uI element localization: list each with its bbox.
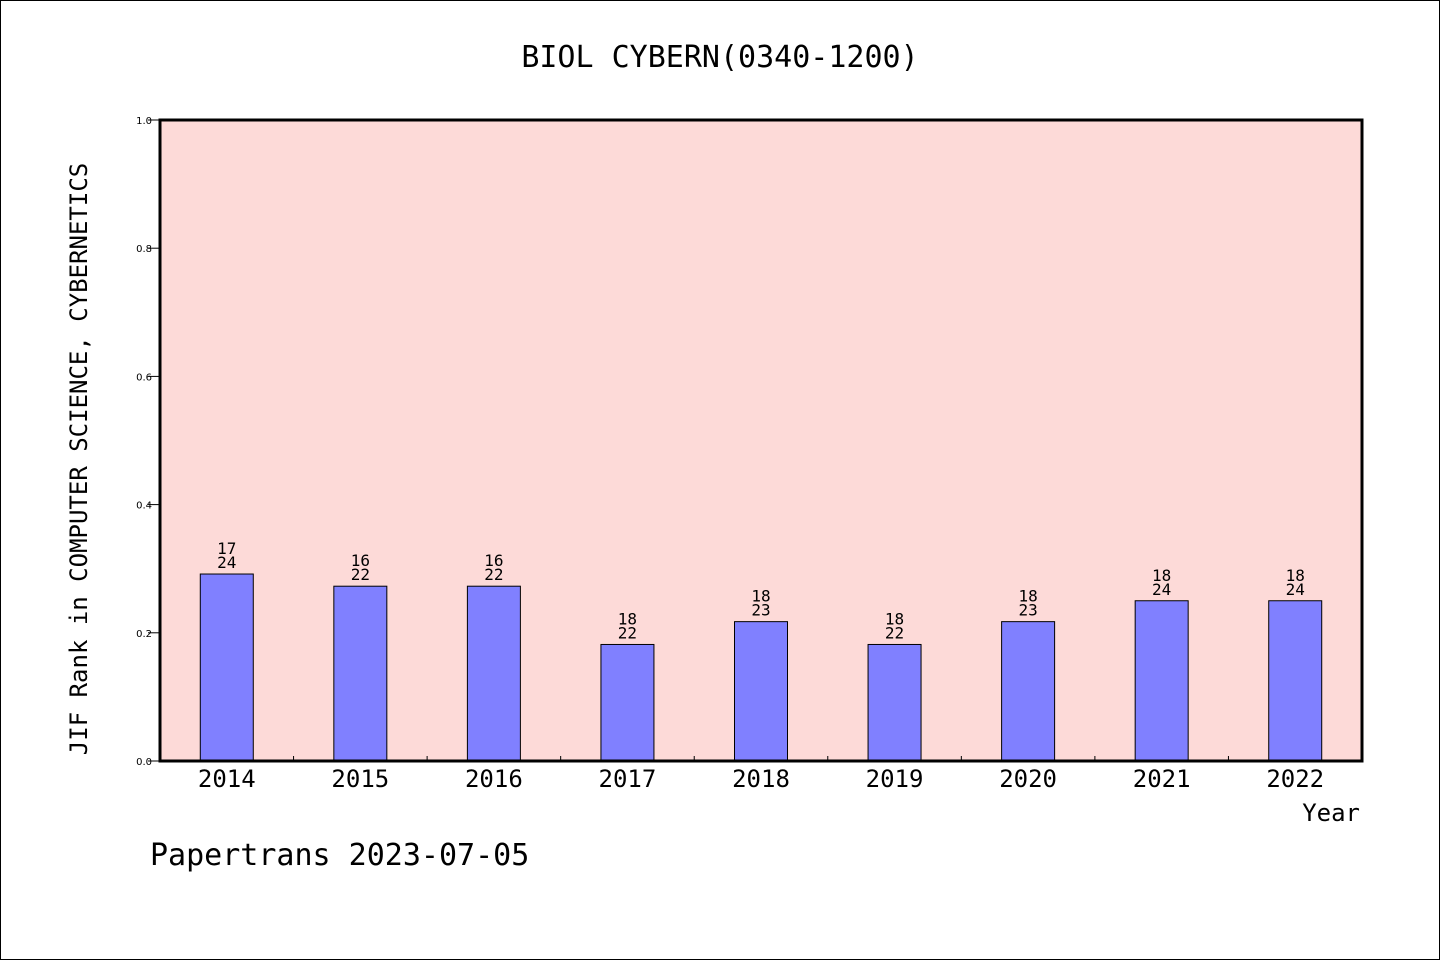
bar-total-label: 22 — [618, 623, 637, 642]
y-tick-label: 0.4 — [136, 501, 152, 512]
bar-rank-label: 16 — [484, 551, 503, 570]
bar-rank-label: 18 — [751, 587, 770, 606]
bar — [333, 585, 388, 762]
bar — [867, 643, 922, 762]
bar-total-label: 24 — [1152, 580, 1171, 599]
bar-rank-label: 18 — [1152, 566, 1171, 585]
x-axis-label: Year — [1302, 799, 1360, 827]
plot-border — [158, 118, 1364, 763]
y-tick-label: 0.6 — [136, 372, 152, 383]
bar-total-label: 22 — [885, 623, 904, 642]
y-axis-label: JIF Rank in COMPUTER SCIENCE, CYBERNETIC… — [65, 163, 93, 755]
bar — [1268, 600, 1323, 762]
chart-title: BIOL CYBERN(0340-1200) — [521, 40, 918, 75]
bar — [734, 621, 788, 762]
x-tick-label: 2018 — [732, 765, 790, 793]
bar-rank-label: 18 — [618, 609, 637, 628]
bar-total-label: 22 — [484, 565, 503, 584]
x-tick-label: 2022 — [1266, 765, 1324, 793]
bar-total-label: 24 — [1286, 580, 1305, 599]
bar-rank-label: 18 — [1286, 566, 1305, 585]
x-tick-label: 2015 — [331, 765, 389, 793]
bar-total-label: 24 — [217, 553, 236, 572]
bar — [1001, 621, 1056, 762]
bar-total-label: 23 — [1018, 601, 1037, 620]
footer-text: Papertrans 2023-07-05 — [150, 838, 529, 873]
x-axis: 2014 2015 2016 2017 2018 2019 2020 2021 2022 — [198, 756, 1324, 793]
bar — [466, 585, 521, 762]
bar-rank-label: 16 — [351, 551, 370, 570]
bar — [1134, 600, 1189, 762]
x-tick-label: 2017 — [599, 765, 657, 793]
y-axis: 0.0 0.2 0.4 0.6 0.8 1.0 — [136, 116, 160, 768]
y-tick-label: 1.0 — [136, 116, 152, 127]
x-tick-label: 2021 — [1133, 765, 1191, 793]
x-tick-label: 2014 — [198, 765, 256, 793]
bar-rank-label: 18 — [1018, 587, 1037, 606]
bar — [600, 643, 655, 762]
y-tick-label: 0.8 — [136, 244, 152, 255]
x-tick-label: 2019 — [866, 765, 924, 793]
x-tick-label: 2020 — [999, 765, 1057, 793]
bar-rank-label: 18 — [885, 609, 904, 628]
bar-rank-label: 17 — [217, 539, 236, 558]
bar-total-label: 22 — [351, 565, 370, 584]
bar — [199, 573, 254, 762]
x-tick-label: 2016 — [465, 765, 523, 793]
y-tick-label: 0.0 — [136, 757, 152, 768]
y-tick-label: 0.2 — [136, 629, 152, 640]
bar-total-label: 23 — [751, 601, 770, 620]
